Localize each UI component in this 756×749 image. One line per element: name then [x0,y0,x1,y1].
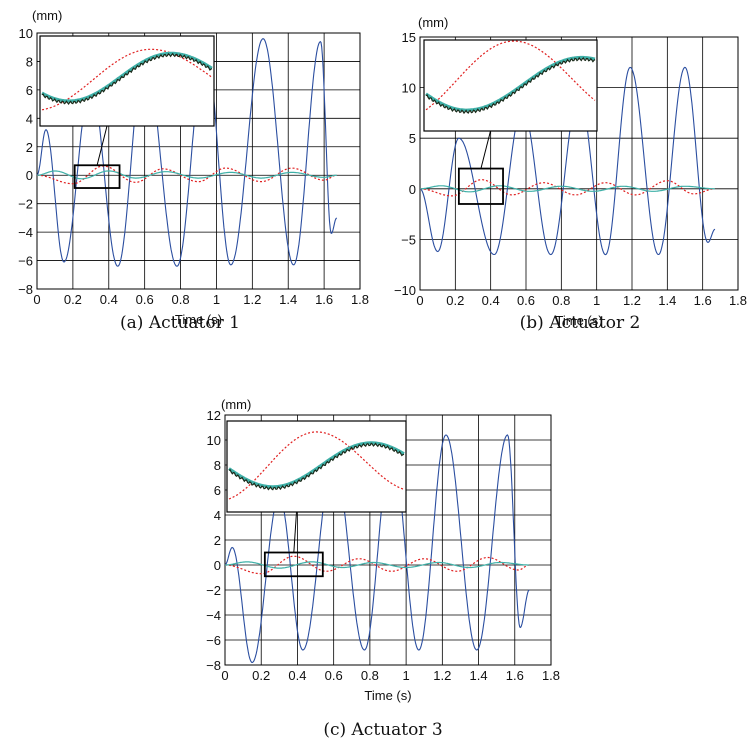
y-tick-label: 6 [26,83,33,98]
y-tick-label: −5 [401,232,416,247]
y-tick-label: −6 [206,633,221,648]
x-tick-label: 1.6 [506,668,524,683]
x-tick-label: 0.4 [288,668,306,683]
x-tick-label: 0.8 [172,292,190,307]
y-tick-label: −8 [206,658,221,673]
zoom-box [263,551,324,578]
y-tick-label: −4 [206,608,221,623]
x-tick-label: 1.2 [433,668,451,683]
y-tick-label: −6 [18,254,33,269]
x-tick-label: 0.6 [517,293,535,308]
y-tick-label: 10 [19,26,33,41]
x-tick-label: 1 [213,292,220,307]
y-tick-label: −2 [206,583,221,598]
x-tick-label: 0 [416,293,423,308]
zoom-box [73,164,121,189]
y-tick-label: 0 [26,168,33,183]
y-tick-label: 15 [402,30,416,45]
plot-frame [36,32,361,290]
inset-series-red [425,40,596,111]
panel-caption: (a) Actuator 1 [120,313,240,333]
inset-series-black [425,56,596,115]
y-tick-label: 10 [402,81,416,96]
x-tick-label: 1.4 [470,668,488,683]
y-tick-label: 0 [409,182,416,197]
chart-panel-1: 0 0.2 0.4 0.6 0.8 1 1.2 1.4 1.6 1.8 −8 −6 −4 −2 0 2 4 6 8 1… [18,8,369,333]
x-tick-label: 0.2 [252,668,270,683]
x-tick-label: 1.2 [243,292,261,307]
inset-series-red [228,431,405,500]
series-line-3 [420,185,715,193]
chart-panel-2: 0 0.2 0.4 0.6 0.8 1 1.2 1.4 1.6 1.8 −10 −5 0 5 10 15(mm… [394,15,747,333]
inset-connector [96,125,108,166]
x-tick-label: 0.2 [446,293,464,308]
x-tick-label: 1.6 [315,292,333,307]
y-tick-label: −2 [18,197,33,212]
chart-panel-3: 0 0.2 0.4 0.6 0.8 1 1.2 1.4 1.6 1.8 −8 −6 −4 −2 0 2 4 6 8 1… [206,397,560,740]
y-tick-label: 2 [214,533,221,548]
plot-frame [224,414,552,666]
x-axis-label: Time (s) [364,688,411,703]
y-tick-label: 10 [207,433,221,448]
plot-frame [419,36,739,291]
inset-connector [293,511,297,553]
inset-series-teal [228,441,405,489]
x-tick-label: 0 [221,668,228,683]
x-tick-label: 0.8 [552,293,570,308]
y-unit-label: (mm) [32,8,62,23]
panel-caption: (b) Actuator 2 [520,313,641,333]
x-tick-label: 1.4 [658,293,676,308]
y-tick-label: 12 [207,408,221,423]
x-tick-label: 0 [33,292,40,307]
inset-frame [226,420,407,513]
series-line-3 [37,170,337,180]
x-tick-label: 0.6 [325,668,343,683]
series-line-1 [419,66,716,256]
x-tick-label: 1.2 [623,293,641,308]
inset-series-red [41,48,213,111]
y-tick-label: −8 [18,282,33,297]
inset-series-teal [41,51,213,103]
x-tick-label: 1.8 [542,668,560,683]
series-line-2 [420,179,715,197]
x-tick-label: 0.6 [136,292,154,307]
y-tick-label: 5 [409,131,416,146]
y-tick-label: −4 [18,225,33,240]
x-tick-label: 1 [402,668,409,683]
x-tick-label: 0.8 [361,668,379,683]
x-tick-label: 1.4 [279,292,297,307]
inset-frame [39,35,215,127]
inset-connector [480,130,491,169]
inset-series-teal [425,55,596,112]
y-tick-label: −10 [394,283,416,298]
x-tick-label: 1 [593,293,600,308]
x-tick-label: 0.4 [100,292,118,307]
inset-series-black [41,52,213,106]
y-tick-label: 2 [26,140,33,155]
y-tick-label: 4 [214,508,221,523]
x-tick-label: 1.6 [694,293,712,308]
inset-series-black [228,442,405,491]
y-tick-label: 8 [214,458,221,473]
x-tick-label: 1.8 [729,293,747,308]
y-unit-label: (mm) [221,397,251,412]
x-tick-label: 0.2 [64,292,82,307]
inset-frame [423,39,598,132]
y-tick-label: 8 [26,54,33,69]
y-tick-label: 4 [26,111,33,126]
y-tick-label: 0 [214,558,221,573]
y-tick-label: 6 [214,483,221,498]
y-unit-label: (mm) [418,15,448,30]
x-tick-label: 1.8 [351,292,369,307]
series-line-2 [37,165,337,185]
x-axis-label: Time (s) [555,313,602,328]
x-axis-label: Time (s) [175,312,222,327]
panel-caption: (c) Actuator 3 [323,720,442,740]
x-tick-label: 0.4 [482,293,500,308]
series-line-3 [225,561,530,569]
